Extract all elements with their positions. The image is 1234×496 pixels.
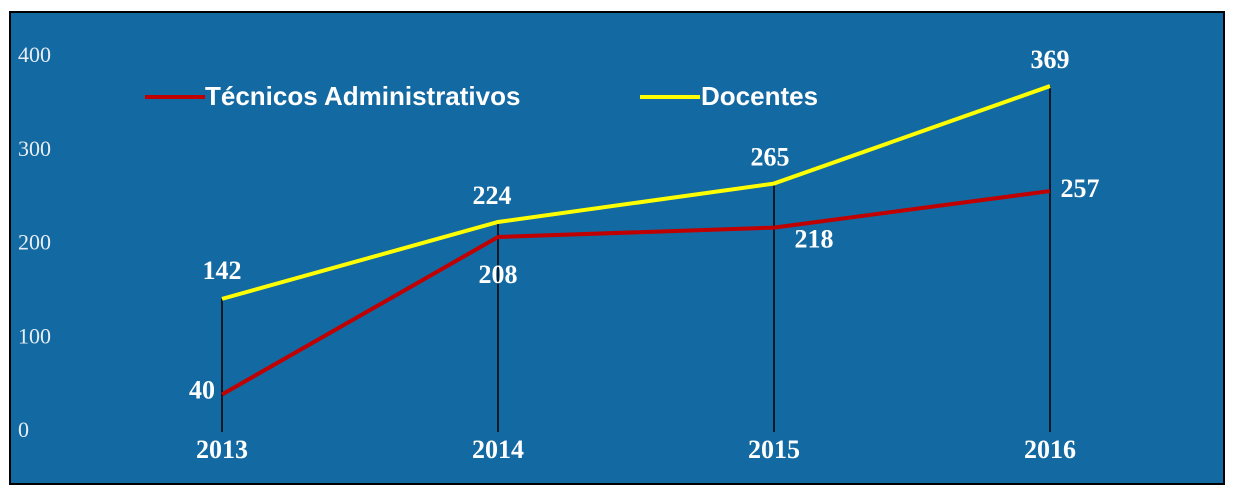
x-tick-label: 2013 bbox=[196, 435, 248, 464]
legend-label: Docentes bbox=[701, 81, 818, 111]
data-label: 265 bbox=[751, 143, 790, 172]
x-tick-label: 2016 bbox=[1024, 435, 1076, 464]
data-label: 369 bbox=[1031, 45, 1070, 74]
legend-label: Técnicos Administrativos bbox=[205, 81, 520, 111]
data-label: 208 bbox=[479, 260, 518, 289]
y-tick-label: 400 bbox=[18, 42, 51, 67]
data-label: 218 bbox=[795, 225, 834, 254]
legend: Técnicos Administrativos Docentes bbox=[145, 81, 818, 111]
x-tick-label: 2014 bbox=[472, 435, 524, 464]
y-tick-label: 0 bbox=[18, 417, 29, 442]
series-line bbox=[221, 84, 1051, 301]
y-tick-label: 200 bbox=[18, 230, 51, 255]
y-tick-label: 100 bbox=[18, 323, 51, 348]
series-line bbox=[221, 189, 1051, 397]
data-label: 224 bbox=[473, 181, 512, 210]
x-tick-label: 2015 bbox=[748, 435, 800, 464]
chart-background bbox=[9, 11, 1225, 485]
y-tick-label: 300 bbox=[18, 136, 51, 161]
data-label: 142 bbox=[203, 256, 242, 285]
data-label: 257 bbox=[1061, 174, 1100, 203]
data-label: 40 bbox=[189, 375, 215, 404]
